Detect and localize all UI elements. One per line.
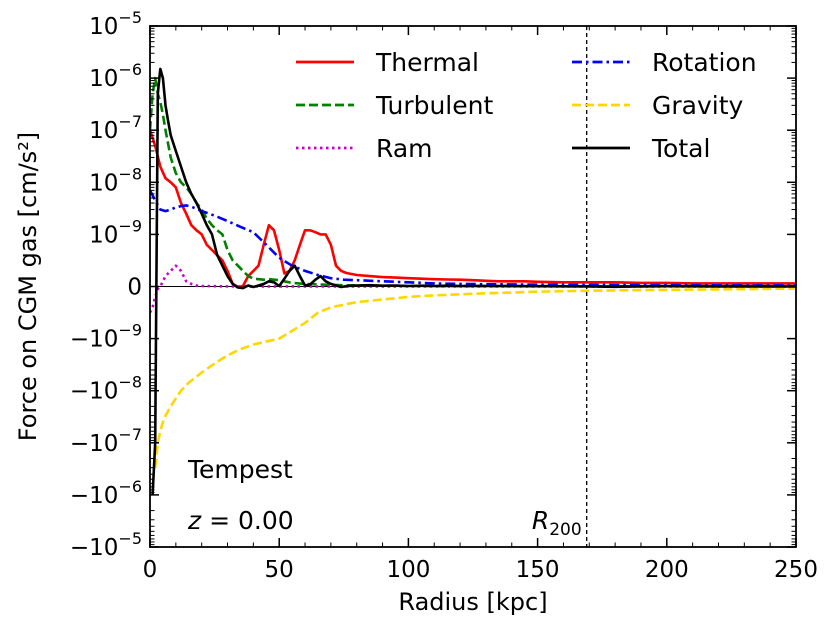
y-tick-label: −10−8: [70, 373, 142, 405]
series-line-gravity: [153, 287, 796, 468]
y-tick-label: 10−8: [89, 164, 142, 196]
y-tick-label: 10−9: [89, 216, 142, 248]
axes-layer: [149, 25, 797, 548]
x-tick-label: 0: [143, 557, 158, 583]
x-tick-label: 50: [265, 557, 294, 583]
y-tick-label: −10−9: [70, 321, 142, 353]
series-line-thermal: [150, 129, 796, 289]
x-tick-label: 100: [386, 557, 430, 583]
r200-label: R200: [532, 506, 582, 540]
legend-label-total: Total: [651, 134, 710, 163]
series-line-rotation: [150, 189, 796, 287]
y-axis-label: Force on CGM gas [cm/s²]: [14, 132, 42, 441]
y-tick-label: 10−6: [89, 60, 142, 92]
y-tick-label: −10−7: [70, 425, 142, 457]
annotations: Tempest z = 0.00 R200: [187, 455, 582, 540]
legend-label-rotation: Rotation: [652, 48, 757, 77]
x-axis-label: Radius [kpc]: [398, 588, 547, 616]
run-name-label: Tempest: [187, 455, 293, 484]
y-tick-label: −10−5: [70, 529, 142, 561]
series-line-total: [151, 67, 796, 495]
x-tick-label: 200: [645, 557, 689, 583]
legend-label-turbulent: Turbulent: [375, 91, 493, 120]
series-layer: [150, 26, 796, 547]
y-tick-label: 10−7: [89, 112, 142, 144]
x-tick-label: 250: [774, 557, 818, 583]
labels-layer: 0 50 100 150 200 25010−510−610−710−810−90−10−…: [14, 8, 818, 616]
y-tick-label: 10−5: [89, 8, 142, 40]
legend-label-gravity: Gravity: [652, 91, 744, 120]
legend-label-ram: Ram: [376, 134, 433, 163]
legend: Thermal Turbulent Ram Rotation Gravity Total: [296, 48, 757, 163]
x-tick-label: 150: [516, 557, 560, 583]
y-tick-label: 0: [127, 275, 142, 301]
y-tick-label: −10−6: [70, 477, 142, 509]
legend-label-thermal: Thermal: [375, 48, 479, 77]
redshift-label: z = 0.00: [187, 506, 294, 535]
